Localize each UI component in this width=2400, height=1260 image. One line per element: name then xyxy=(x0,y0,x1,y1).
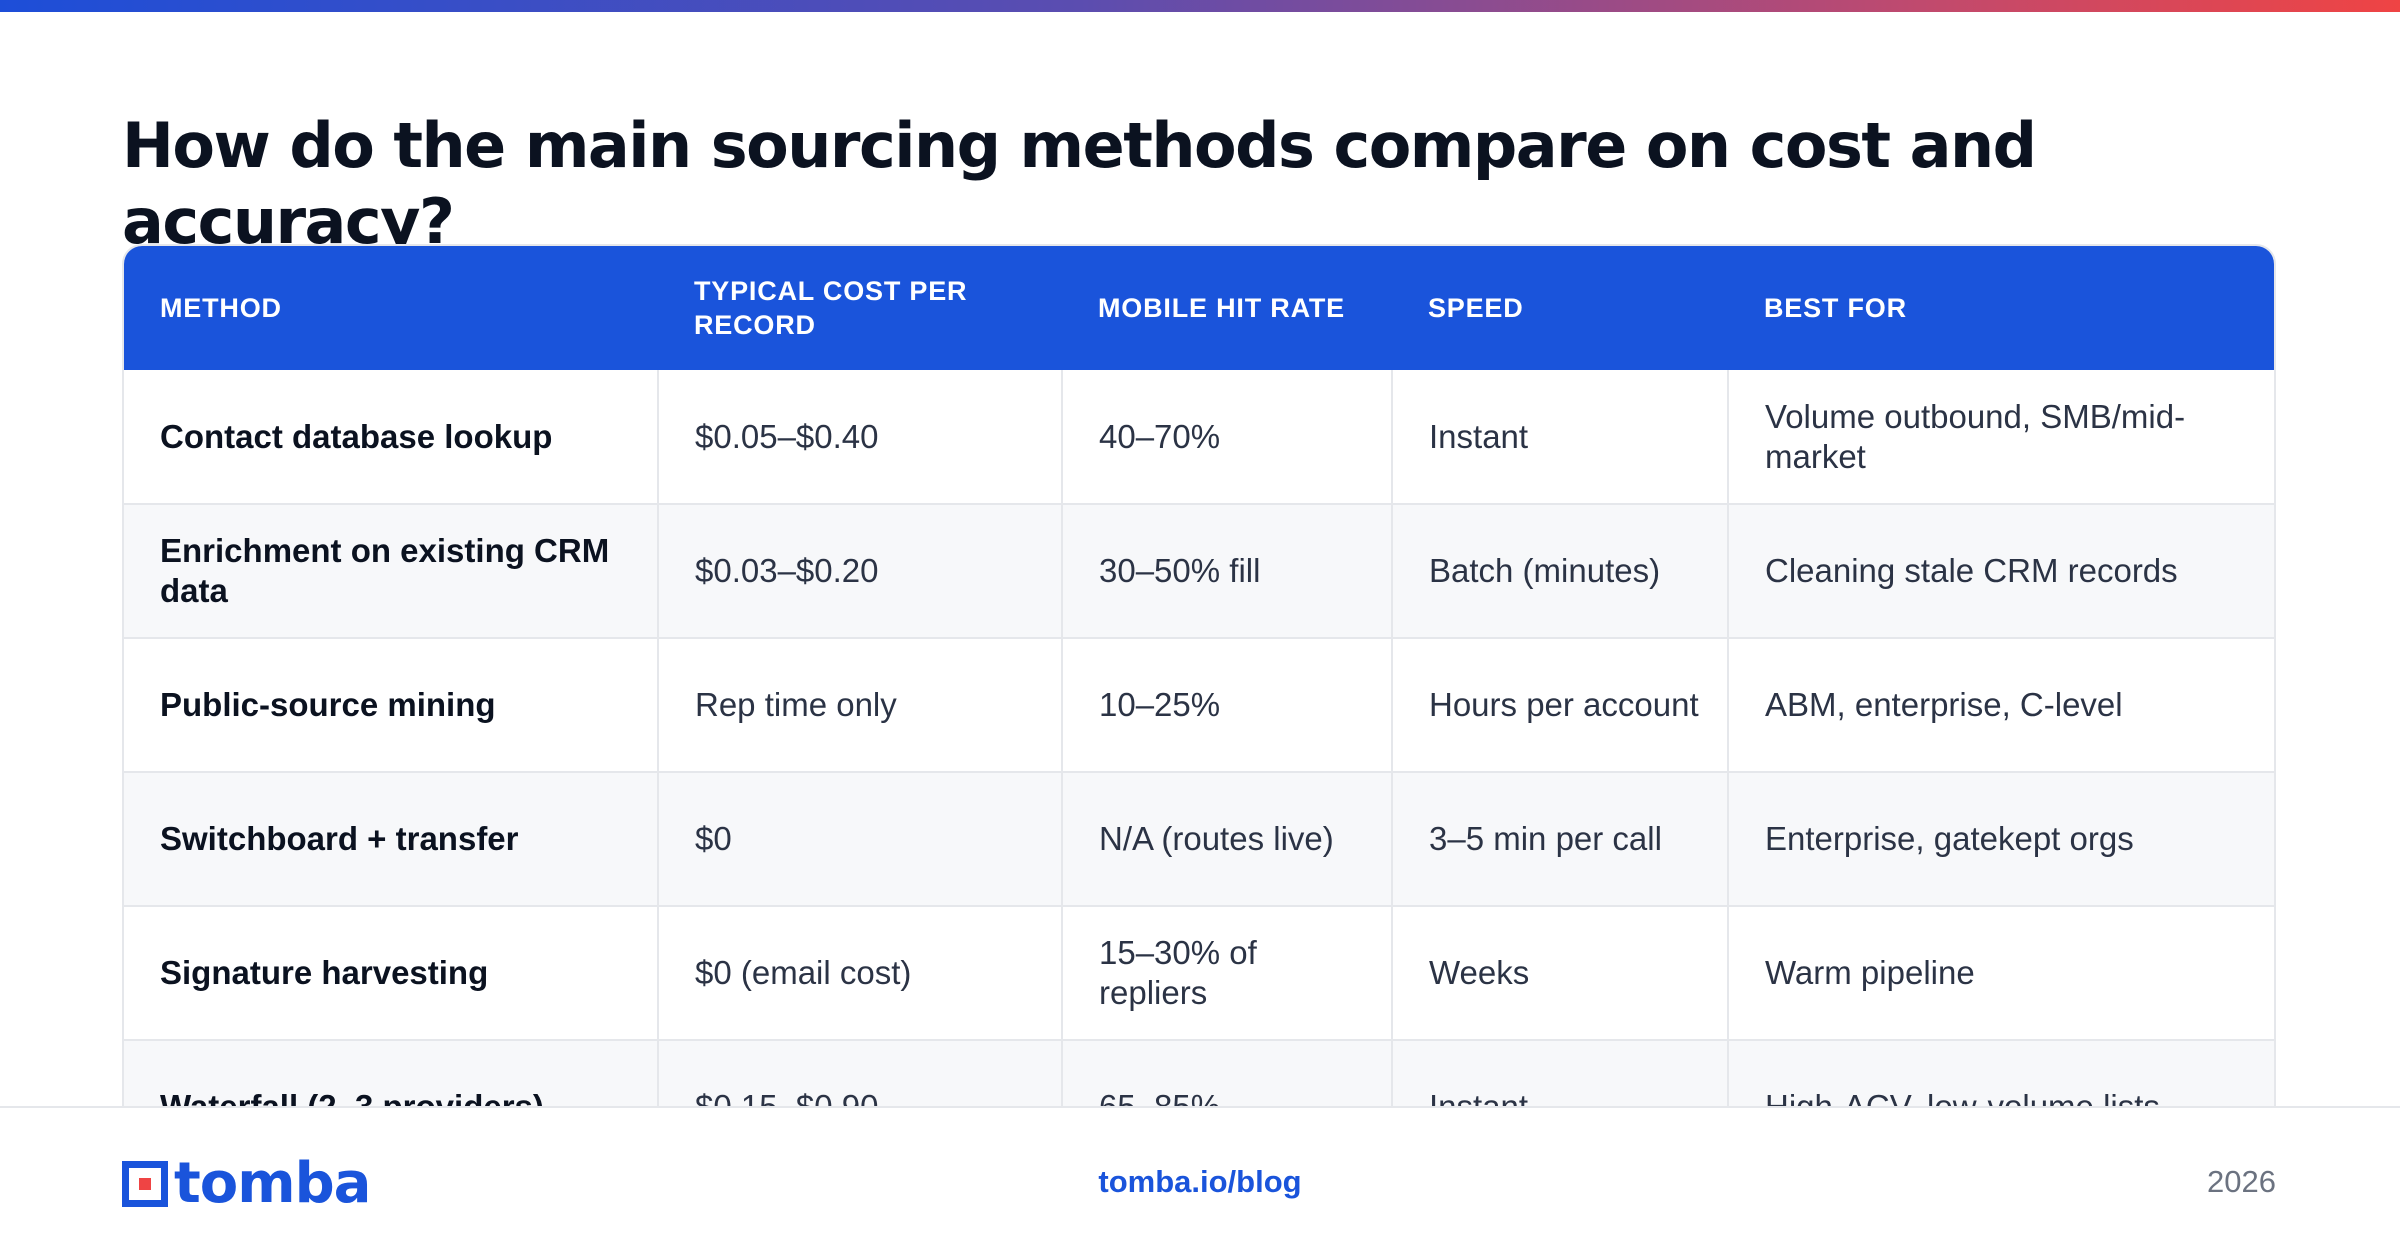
cell-cost: $0.03–$0.20 xyxy=(658,504,1063,639)
cell-method: Signature harvesting xyxy=(124,906,659,1041)
header-method: METHOD xyxy=(160,293,282,323)
cell-speed: Instant xyxy=(1392,370,1729,505)
cell-hit-rate: 10–25% xyxy=(1062,638,1393,773)
logo-text: tomba xyxy=(174,1151,371,1216)
cell-hit-rate: 40–70% xyxy=(1062,370,1393,505)
cell-best-for: Enterprise, gatekept orgs xyxy=(1728,772,2274,907)
cell-method: Switchboard + transfer xyxy=(124,772,659,907)
cell-speed: Weeks xyxy=(1392,906,1729,1041)
header-cost: TYPICAL COST PER RECORD xyxy=(694,276,968,340)
cell-best-for: Warm pipeline xyxy=(1728,906,2274,1041)
cell-best-for: Volume outbound, SMB/mid-market xyxy=(1728,370,2274,505)
comparison-table: METHOD TYPICAL COST PER RECORD MOBILE HI… xyxy=(124,246,2274,1130)
cell-hit-rate: 30–50% fill xyxy=(1062,504,1393,639)
table-row: Switchboard + transfer $0 N/A (routes li… xyxy=(124,772,2274,907)
cell-speed: Hours per account xyxy=(1392,638,1729,773)
cell-speed: Batch (minutes) xyxy=(1392,504,1729,639)
cell-cost: $0.05–$0.40 xyxy=(658,370,1063,505)
footer: tomba tomba.io/blog 2026 xyxy=(0,1106,2400,1260)
cell-hit-rate: 15–30% of repliers xyxy=(1062,906,1393,1041)
cell-cost: $0 xyxy=(658,772,1063,907)
header-speed: SPEED xyxy=(1428,293,1524,323)
cell-method: Enrichment on existing CRM data xyxy=(124,504,659,639)
cell-method: Public-source mining xyxy=(124,638,659,773)
top-gradient-bar xyxy=(0,0,2400,12)
table-row: Enrichment on existing CRM data $0.03–$0… xyxy=(124,504,2274,639)
table-row: Signature harvesting $0 (email cost) 15–… xyxy=(124,906,2274,1041)
table-header-row: METHOD TYPICAL COST PER RECORD MOBILE HI… xyxy=(124,246,2274,370)
cell-method: Contact database lookup xyxy=(124,370,659,505)
tomba-logo-icon xyxy=(122,1161,168,1207)
comparison-table-card: METHOD TYPICAL COST PER RECORD MOBILE HI… xyxy=(122,244,2276,1132)
cell-cost: $0 (email cost) xyxy=(658,906,1063,1041)
cell-hit-rate: N/A (routes live) xyxy=(1062,772,1393,907)
header-best-for: BEST FOR xyxy=(1764,293,1907,323)
cell-best-for: ABM, enterprise, C-level xyxy=(1728,638,2274,773)
table-row: Contact database lookup $0.05–$0.40 40–7… xyxy=(124,370,2274,505)
header-hit-rate: MOBILE HIT RATE xyxy=(1098,293,1345,323)
tomba-logo[interactable]: tomba xyxy=(122,1151,371,1216)
page-title: How do the main sourcing methods compare… xyxy=(122,109,2037,244)
cell-best-for: Cleaning stale CRM records xyxy=(1728,504,2274,639)
cell-speed: 3–5 min per call xyxy=(1392,772,1729,907)
table-row: Public-source mining Rep time only 10–25… xyxy=(124,638,2274,773)
cell-cost: Rep time only xyxy=(658,638,1063,773)
blog-link[interactable]: tomba.io/blog xyxy=(1098,1164,1302,1199)
footer-year: 2026 xyxy=(2207,1164,2276,1199)
